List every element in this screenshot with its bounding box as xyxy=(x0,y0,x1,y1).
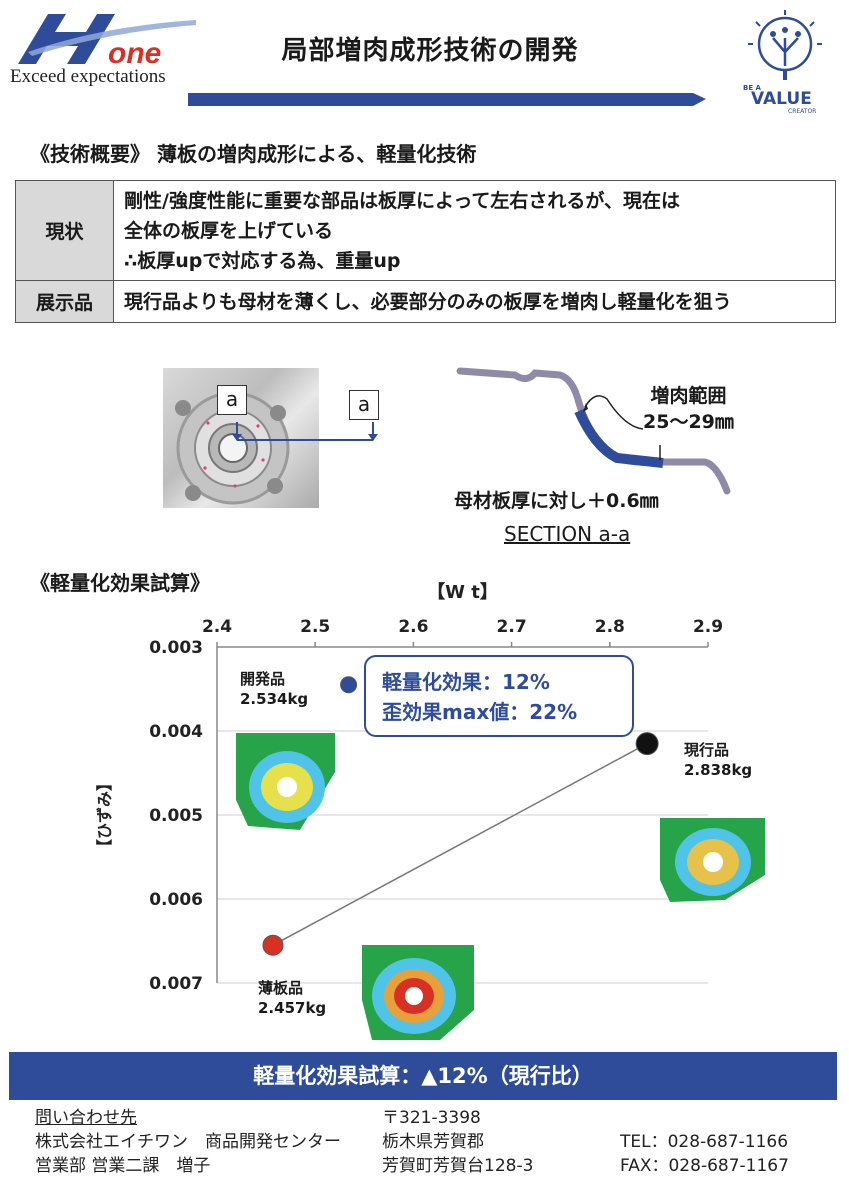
strain-heatmap-current xyxy=(660,818,765,902)
x-tick-label: 2.5 xyxy=(300,617,330,637)
row-header-current: 現状 xyxy=(15,180,114,281)
page-title: 局部増肉成形技術の開発 xyxy=(281,36,579,66)
x-tick-label: 2.4 xyxy=(202,617,232,637)
logo-tagline: Exceed expectations xyxy=(10,66,166,87)
callout-line: 軽量化効果：12% xyxy=(382,670,550,694)
svg-text:CREATOR: CREATOR xyxy=(788,108,816,115)
effect-callout: 軽量化効果：12% 歪効果max値：22% xyxy=(364,655,634,737)
contact-block: 問い合わせ先 株式会社エイチワン 商品開発センター 営業部 営業二課 増子 xyxy=(35,1106,341,1178)
weight-strain-chart: 0.003 0.004 0.005 0.006 0.007 2.4 2.5 2.6 2.7 2.8… xyxy=(95,582,765,1040)
product-photo xyxy=(163,368,319,508)
table-row: 現状 剛性/強度性能に重要な部品は板厚によって左右されるが、現在は 全体の板厚を… xyxy=(15,180,836,281)
y-axis-label: 【ひずみ】 xyxy=(95,775,114,855)
svg-text:VALUE: VALUE xyxy=(751,89,812,109)
data-point xyxy=(635,732,659,756)
phone-block: TEL：028-687-1166 FAX：028-687-1167 xyxy=(620,1130,789,1178)
y-tick-label: 0.003 xyxy=(149,638,203,658)
postal-code: 〒321-3398 xyxy=(382,1108,481,1128)
address-line: 栃木県芳賀郡 xyxy=(382,1132,484,1152)
x-tick-label: 2.9 xyxy=(693,617,723,637)
point-weight: 2.457kg xyxy=(258,999,327,1017)
x-tick-label: 2.7 xyxy=(497,617,527,637)
row-header-exhibit: 展示品 xyxy=(15,280,114,323)
table-row: 展示品 現行品よりも母材を薄くし、必要部分のみの板厚を増肉し軽量化を狙う xyxy=(15,280,836,323)
row-body-exhibit: 現行品よりも母材を薄くし、必要部分のみの板厚を増肉し軽量化を狙う xyxy=(113,280,836,323)
technical-overview: 《技術概要》 薄板の増肉成形による、軽量化技術 xyxy=(30,142,477,166)
point-weight: 2.838kg xyxy=(684,761,753,779)
section-label: SECTION a-a xyxy=(504,522,631,546)
thickening-range-label: 増肉範囲 25～29㎜ xyxy=(643,383,734,435)
svg-text:BE A: BE A xyxy=(743,84,762,92)
section-line xyxy=(232,422,378,441)
strain-heatmap-thin xyxy=(362,945,474,1040)
row-body-current: 剛性/強度性能に重要な部品は板厚によって左右されるが、現在は 全体の板厚を上げて… xyxy=(113,180,836,281)
x-tick-label: 2.8 xyxy=(595,617,625,637)
thickness-label: 母材板厚に対し＋0.6㎜ xyxy=(454,490,659,512)
y-tick-label: 0.005 xyxy=(149,806,203,826)
y-tick-label: 0.007 xyxy=(149,974,203,994)
body-line: 現行品よりも母材を薄くし、必要部分のみの板厚を増肉し軽量化を狙う xyxy=(124,290,732,313)
range-label-line: 25～29㎜ xyxy=(643,411,734,433)
phone-number: TEL：028-687-1166 xyxy=(620,1132,789,1152)
fax-number: FAX：028-687-1167 xyxy=(620,1156,789,1176)
strain-heatmap-developed xyxy=(236,733,335,830)
body-line: ∴板厚upで対応する為、重量up xyxy=(124,249,401,272)
title-underline-arrow xyxy=(188,93,706,106)
section-marker-right: a xyxy=(349,390,379,420)
body-line: 全体の板厚を上げている xyxy=(124,219,334,242)
address-block: 〒321-3398 栃木県芳賀郡 芳賀町芳賀台128-3 xyxy=(382,1106,533,1178)
x-tick-label: 2.6 xyxy=(398,617,428,637)
x-axis-label: 【W t】 xyxy=(427,582,498,603)
data-point xyxy=(262,934,284,956)
cross-section-diagram xyxy=(456,367,731,495)
chart-heading: 《軽量化効果試算》 xyxy=(30,571,210,595)
point-label-current: 現行品 2.838kg xyxy=(684,740,752,780)
section-marker-left: a xyxy=(217,385,247,415)
callout-line: 歪効果max値：22% xyxy=(382,700,578,724)
result-banner: 軽量化効果試算：▲12%（現行比） xyxy=(9,1052,837,1100)
range-label-line: 増肉範囲 xyxy=(650,385,727,407)
address-line: 芳賀町芳賀台128-3 xyxy=(382,1156,534,1176)
point-name: 薄板品 xyxy=(258,979,304,997)
h-one-logo: one xyxy=(8,6,198,86)
point-name: 現行品 xyxy=(684,741,730,759)
status-table: 現状 剛性/強度性能に重要な部品は板厚によって左右されるが、現在は 全体の板厚を… xyxy=(15,180,836,323)
contact-title: 問い合わせ先 xyxy=(35,1108,137,1128)
be-a-value-creator-logo: BE A VALUE CREATOR xyxy=(738,8,832,118)
company-name: 株式会社エイチワン 商品開発センター xyxy=(35,1132,341,1152)
point-label-developed: 開発品 2.534kg xyxy=(240,669,308,709)
y-tick-label: 0.006 xyxy=(149,890,203,910)
point-weight: 2.534kg xyxy=(240,690,309,708)
point-name: 開発品 xyxy=(240,670,286,688)
y-tick-label: 0.004 xyxy=(149,722,203,742)
point-label-thin: 薄板品 2.457kg xyxy=(258,978,326,1018)
department: 営業部 営業二課 増子 xyxy=(35,1156,211,1176)
trend-line xyxy=(272,742,648,946)
svg-text:one: one xyxy=(108,37,161,68)
data-point xyxy=(340,676,358,694)
body-line: 剛性/強度性能に重要な部品は板厚によって左右されるが、現在は xyxy=(124,189,681,212)
